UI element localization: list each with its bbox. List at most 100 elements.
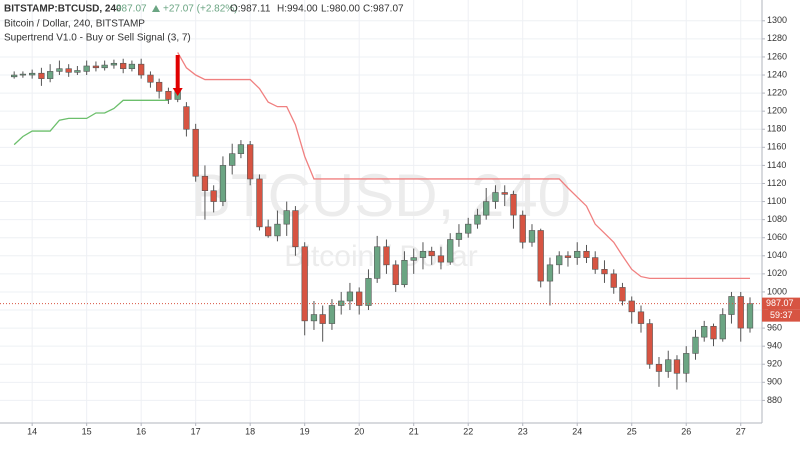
x-tick-label: 16 bbox=[136, 426, 146, 436]
candle-body bbox=[719, 314, 726, 340]
x-tick-label: 23 bbox=[518, 426, 528, 436]
x-tick-label: 21 bbox=[409, 426, 419, 436]
candle-body bbox=[310, 314, 318, 322]
indicator: Supertrend V1.0 - Buy or Sell Signal (3,… bbox=[4, 33, 191, 44]
candle-body bbox=[592, 257, 599, 270]
countdown-label: 59:37 bbox=[770, 310, 793, 320]
supertrend-line bbox=[177, 52, 751, 280]
candle-body bbox=[165, 90, 172, 100]
y-tick-label: 1080 bbox=[767, 214, 787, 224]
last-price: 987.07 bbox=[116, 4, 147, 15]
x-tick-label: 17 bbox=[191, 426, 201, 436]
candle-body bbox=[455, 232, 463, 240]
candle-body bbox=[128, 63, 136, 69]
y-tick-label: 920 bbox=[767, 359, 782, 369]
y-tick-label: 1260 bbox=[767, 51, 787, 61]
x-tick-label: 22 bbox=[463, 426, 473, 436]
candle-body bbox=[38, 72, 45, 79]
candle-body bbox=[692, 336, 699, 354]
candle-body bbox=[219, 165, 227, 202]
candle-body bbox=[183, 106, 190, 130]
y-tick-label: 1060 bbox=[767, 232, 787, 242]
candle-body bbox=[474, 214, 481, 225]
candle-body bbox=[56, 68, 63, 72]
y-tick-label: 900 bbox=[767, 377, 782, 387]
close-value: C:987.07 bbox=[363, 4, 404, 15]
y-tick-label: 1240 bbox=[767, 69, 787, 79]
candle-body bbox=[646, 323, 653, 365]
y-tick-label: 1120 bbox=[767, 178, 786, 188]
candle-body bbox=[510, 194, 517, 216]
candle-body bbox=[428, 250, 435, 257]
y-tick-label: 940 bbox=[767, 341, 782, 351]
candle-body bbox=[328, 305, 336, 324]
candle-body bbox=[574, 250, 581, 258]
y-tick-label: 1100 bbox=[767, 196, 786, 206]
candle-body bbox=[29, 72, 36, 76]
candle-body bbox=[710, 325, 717, 340]
current-price-label: 987.07 bbox=[766, 298, 794, 308]
candle-body bbox=[292, 210, 299, 248]
x-tick-label: 14 bbox=[27, 426, 37, 436]
sell-arrow bbox=[172, 55, 183, 96]
candle-body bbox=[210, 190, 217, 202]
candle-body bbox=[256, 178, 263, 228]
y-tick-label: 880 bbox=[767, 395, 782, 405]
candle-body bbox=[628, 300, 635, 313]
candle-body bbox=[537, 230, 544, 282]
current-price-tag bbox=[762, 297, 800, 310]
x-tick-label: 20 bbox=[354, 426, 364, 436]
candle-body bbox=[356, 291, 363, 306]
description: Bitcoin / Dollar, 240, BITSTAMP bbox=[4, 19, 145, 30]
candle-body bbox=[11, 74, 18, 78]
up-arrow bbox=[152, 5, 160, 12]
candle-body bbox=[65, 68, 72, 73]
x-tick-label: 27 bbox=[736, 426, 746, 436]
candle-body bbox=[147, 74, 154, 83]
symbol: BITSTAMP:BTCUSD, 240 bbox=[4, 4, 122, 15]
y-tick-label: 1000 bbox=[767, 286, 787, 296]
candle-body bbox=[501, 192, 508, 195]
candle-body bbox=[401, 260, 408, 286]
candle-body bbox=[419, 250, 427, 258]
candle-body bbox=[601, 269, 608, 275]
candle-body bbox=[19, 73, 27, 76]
candle-body bbox=[564, 255, 572, 258]
candle-body bbox=[192, 128, 199, 177]
y-tick-label: 1300 bbox=[767, 15, 787, 25]
x-tick-label: 25 bbox=[627, 426, 637, 436]
candle-body bbox=[465, 223, 472, 234]
x-tick-label: 26 bbox=[681, 426, 691, 436]
candle-body bbox=[746, 303, 754, 329]
candle-body bbox=[338, 300, 345, 306]
candle-body bbox=[392, 264, 399, 286]
y-tick-label: 1160 bbox=[767, 142, 786, 152]
candle-body bbox=[655, 363, 663, 372]
candle-body bbox=[346, 291, 354, 302]
plot bbox=[0, 52, 762, 390]
y-tick-label: 1140 bbox=[767, 160, 786, 170]
candle-body bbox=[556, 255, 563, 266]
candle-body bbox=[673, 359, 681, 374]
candle-body bbox=[74, 70, 81, 73]
y-tick-label: 1220 bbox=[767, 87, 787, 97]
candle-body bbox=[47, 71, 54, 79]
candle-body bbox=[274, 223, 281, 237]
watermark-symbol: BTCUSD, 240 bbox=[191, 162, 571, 229]
candle-body bbox=[247, 144, 254, 180]
y-tick-label: 1020 bbox=[767, 268, 787, 278]
candle-body bbox=[701, 325, 708, 338]
y-tick-label: 1280 bbox=[767, 33, 787, 43]
candle-body bbox=[437, 255, 445, 263]
candle-body bbox=[546, 264, 554, 282]
watermark-description: Bitcoin / Dollar bbox=[284, 240, 477, 273]
candle-body bbox=[365, 278, 372, 306]
low-value: L:980.00 bbox=[321, 4, 360, 15]
candle-body bbox=[301, 246, 308, 322]
candle-body bbox=[120, 62, 127, 69]
candle-body bbox=[101, 64, 108, 69]
candle-body bbox=[519, 214, 526, 243]
x-tick-label: 18 bbox=[245, 426, 255, 436]
candle-body bbox=[138, 63, 145, 76]
y-tick-label: 960 bbox=[767, 322, 782, 332]
